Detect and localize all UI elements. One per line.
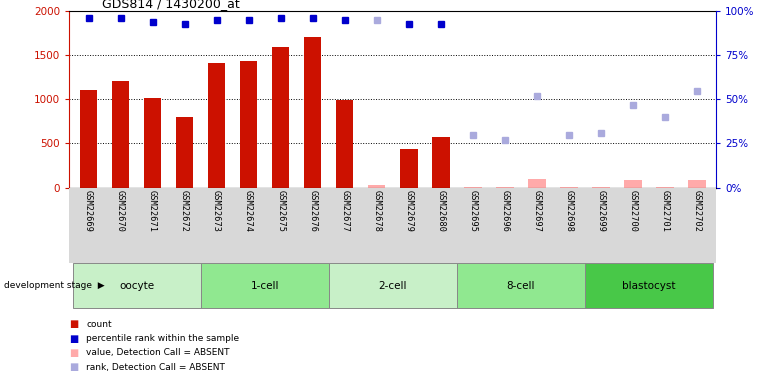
Text: oocyte: oocyte bbox=[119, 281, 154, 291]
Text: GSM22672: GSM22672 bbox=[180, 190, 189, 232]
Text: GSM22669: GSM22669 bbox=[84, 190, 93, 232]
Text: GSM22673: GSM22673 bbox=[212, 190, 221, 232]
Text: GSM22676: GSM22676 bbox=[308, 190, 317, 232]
Text: GSM22670: GSM22670 bbox=[116, 190, 125, 232]
Bar bbox=[656, 187, 674, 188]
Bar bbox=[368, 185, 386, 188]
Text: GSM22699: GSM22699 bbox=[596, 190, 605, 232]
Text: development stage  ▶: development stage ▶ bbox=[4, 281, 105, 290]
Text: GSM22702: GSM22702 bbox=[692, 190, 701, 232]
Text: 8-cell: 8-cell bbox=[507, 281, 535, 291]
Text: count: count bbox=[86, 320, 112, 329]
Bar bbox=[688, 180, 705, 188]
Bar bbox=[272, 46, 290, 188]
Bar bbox=[304, 37, 321, 188]
Text: GSM22696: GSM22696 bbox=[500, 190, 509, 232]
Text: GDS814 / 1430200_at: GDS814 / 1430200_at bbox=[102, 0, 239, 10]
Bar bbox=[457, 263, 585, 308]
Text: rank, Detection Call = ABSENT: rank, Detection Call = ABSENT bbox=[86, 363, 225, 372]
Bar bbox=[144, 98, 162, 188]
Bar bbox=[585, 263, 713, 308]
Bar bbox=[432, 137, 450, 188]
Text: ■: ■ bbox=[69, 320, 79, 329]
Text: GSM22674: GSM22674 bbox=[244, 190, 253, 232]
Text: GSM22697: GSM22697 bbox=[532, 190, 541, 232]
Text: GSM22700: GSM22700 bbox=[628, 190, 638, 232]
Text: ■: ■ bbox=[69, 348, 79, 358]
Bar bbox=[336, 100, 353, 188]
Text: value, Detection Call = ABSENT: value, Detection Call = ABSENT bbox=[86, 348, 229, 357]
Text: 2-cell: 2-cell bbox=[378, 281, 407, 291]
Text: 1-cell: 1-cell bbox=[250, 281, 279, 291]
Text: percentile rank within the sample: percentile rank within the sample bbox=[86, 334, 239, 343]
Text: GSM22675: GSM22675 bbox=[276, 190, 285, 232]
Bar bbox=[329, 263, 457, 308]
Bar bbox=[560, 187, 578, 188]
Text: GSM22678: GSM22678 bbox=[372, 190, 381, 232]
Text: GSM22680: GSM22680 bbox=[437, 190, 445, 232]
Bar bbox=[80, 90, 97, 188]
Text: blastocyst: blastocyst bbox=[622, 281, 675, 291]
Bar bbox=[208, 63, 226, 188]
Text: ■: ■ bbox=[69, 362, 79, 372]
Text: GSM22701: GSM22701 bbox=[661, 190, 669, 232]
Text: ■: ■ bbox=[69, 334, 79, 344]
Bar bbox=[464, 187, 481, 188]
Text: GSM22698: GSM22698 bbox=[564, 190, 574, 232]
Text: GSM22677: GSM22677 bbox=[340, 190, 349, 232]
Bar bbox=[239, 62, 257, 188]
Bar bbox=[528, 179, 546, 188]
Bar bbox=[112, 81, 129, 188]
Text: GSM22671: GSM22671 bbox=[148, 190, 157, 232]
Text: GSM22695: GSM22695 bbox=[468, 190, 477, 232]
Bar bbox=[200, 263, 329, 308]
Bar bbox=[592, 187, 610, 188]
Bar bbox=[400, 149, 417, 188]
Text: GSM22679: GSM22679 bbox=[404, 190, 413, 232]
Bar bbox=[496, 187, 514, 188]
Bar bbox=[72, 263, 200, 308]
Bar bbox=[176, 117, 193, 188]
Bar bbox=[624, 180, 641, 188]
